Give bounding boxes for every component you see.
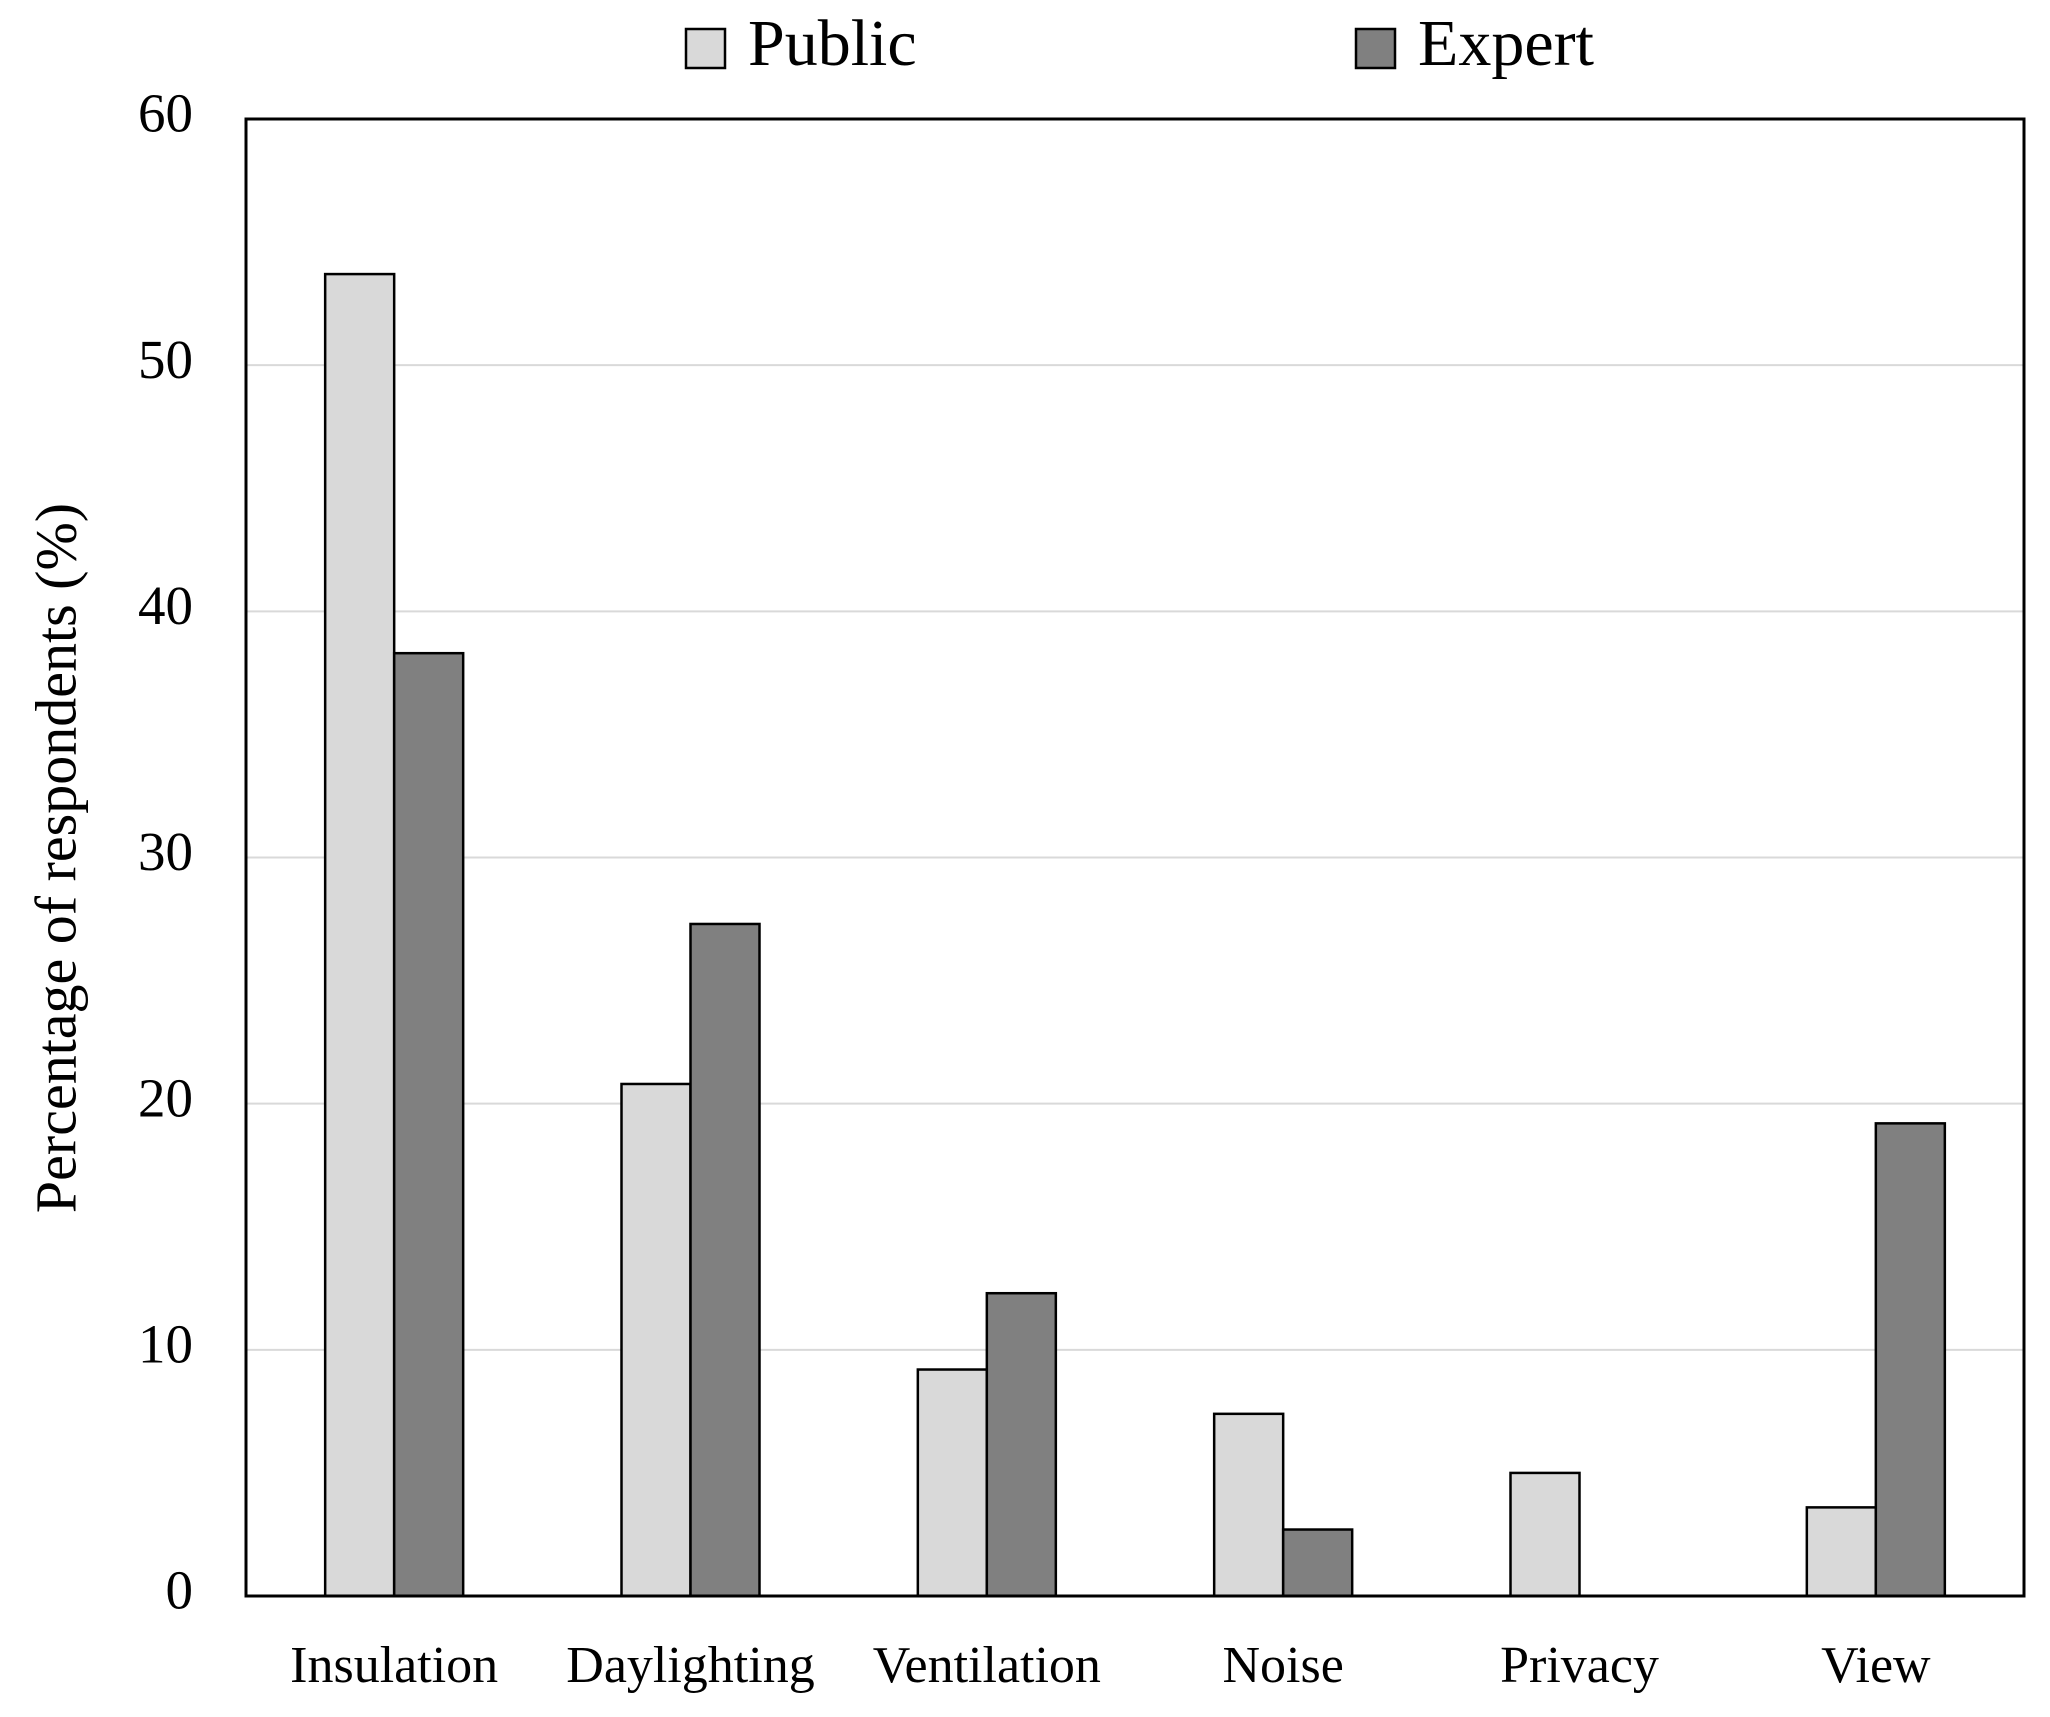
bar [1874,1122,1947,1598]
legend-swatch [1354,27,1397,70]
bar [1212,1412,1285,1598]
y-tick-label: 30 [138,821,193,882]
bar [323,272,396,1598]
x-tick-label: Insulation [290,1637,498,1694]
bar [916,1368,989,1598]
y-tick-label: 10 [138,1313,193,1374]
x-tick-label: View [1821,1637,1931,1694]
bar [392,651,465,1598]
bar [1281,1528,1354,1598]
x-tick-label: Noise [1223,1637,1344,1694]
y-axis-label: Percentage of respondents (%) [23,503,88,1213]
y-tick-label: 0 [166,1560,194,1621]
y-tick-label: 60 [138,83,193,144]
legend-swatch [684,27,727,70]
y-tick-label: 50 [138,329,193,390]
legend-label: Expert [1418,7,1594,80]
legend-label: Public [748,7,917,80]
x-tick-label: Ventilation [873,1637,1101,1694]
y-tick-label: 40 [138,575,193,636]
bar [1805,1506,1878,1598]
bar [1509,1471,1581,1598]
y-tick-label: 20 [138,1067,193,1128]
x-tick-label: Privacy [1500,1637,1659,1694]
bar [985,1291,1058,1598]
x-tick-label: Daylighting [566,1637,814,1694]
bar [620,1082,692,1598]
plot-frame [244,117,2026,1598]
bar [689,922,761,1598]
